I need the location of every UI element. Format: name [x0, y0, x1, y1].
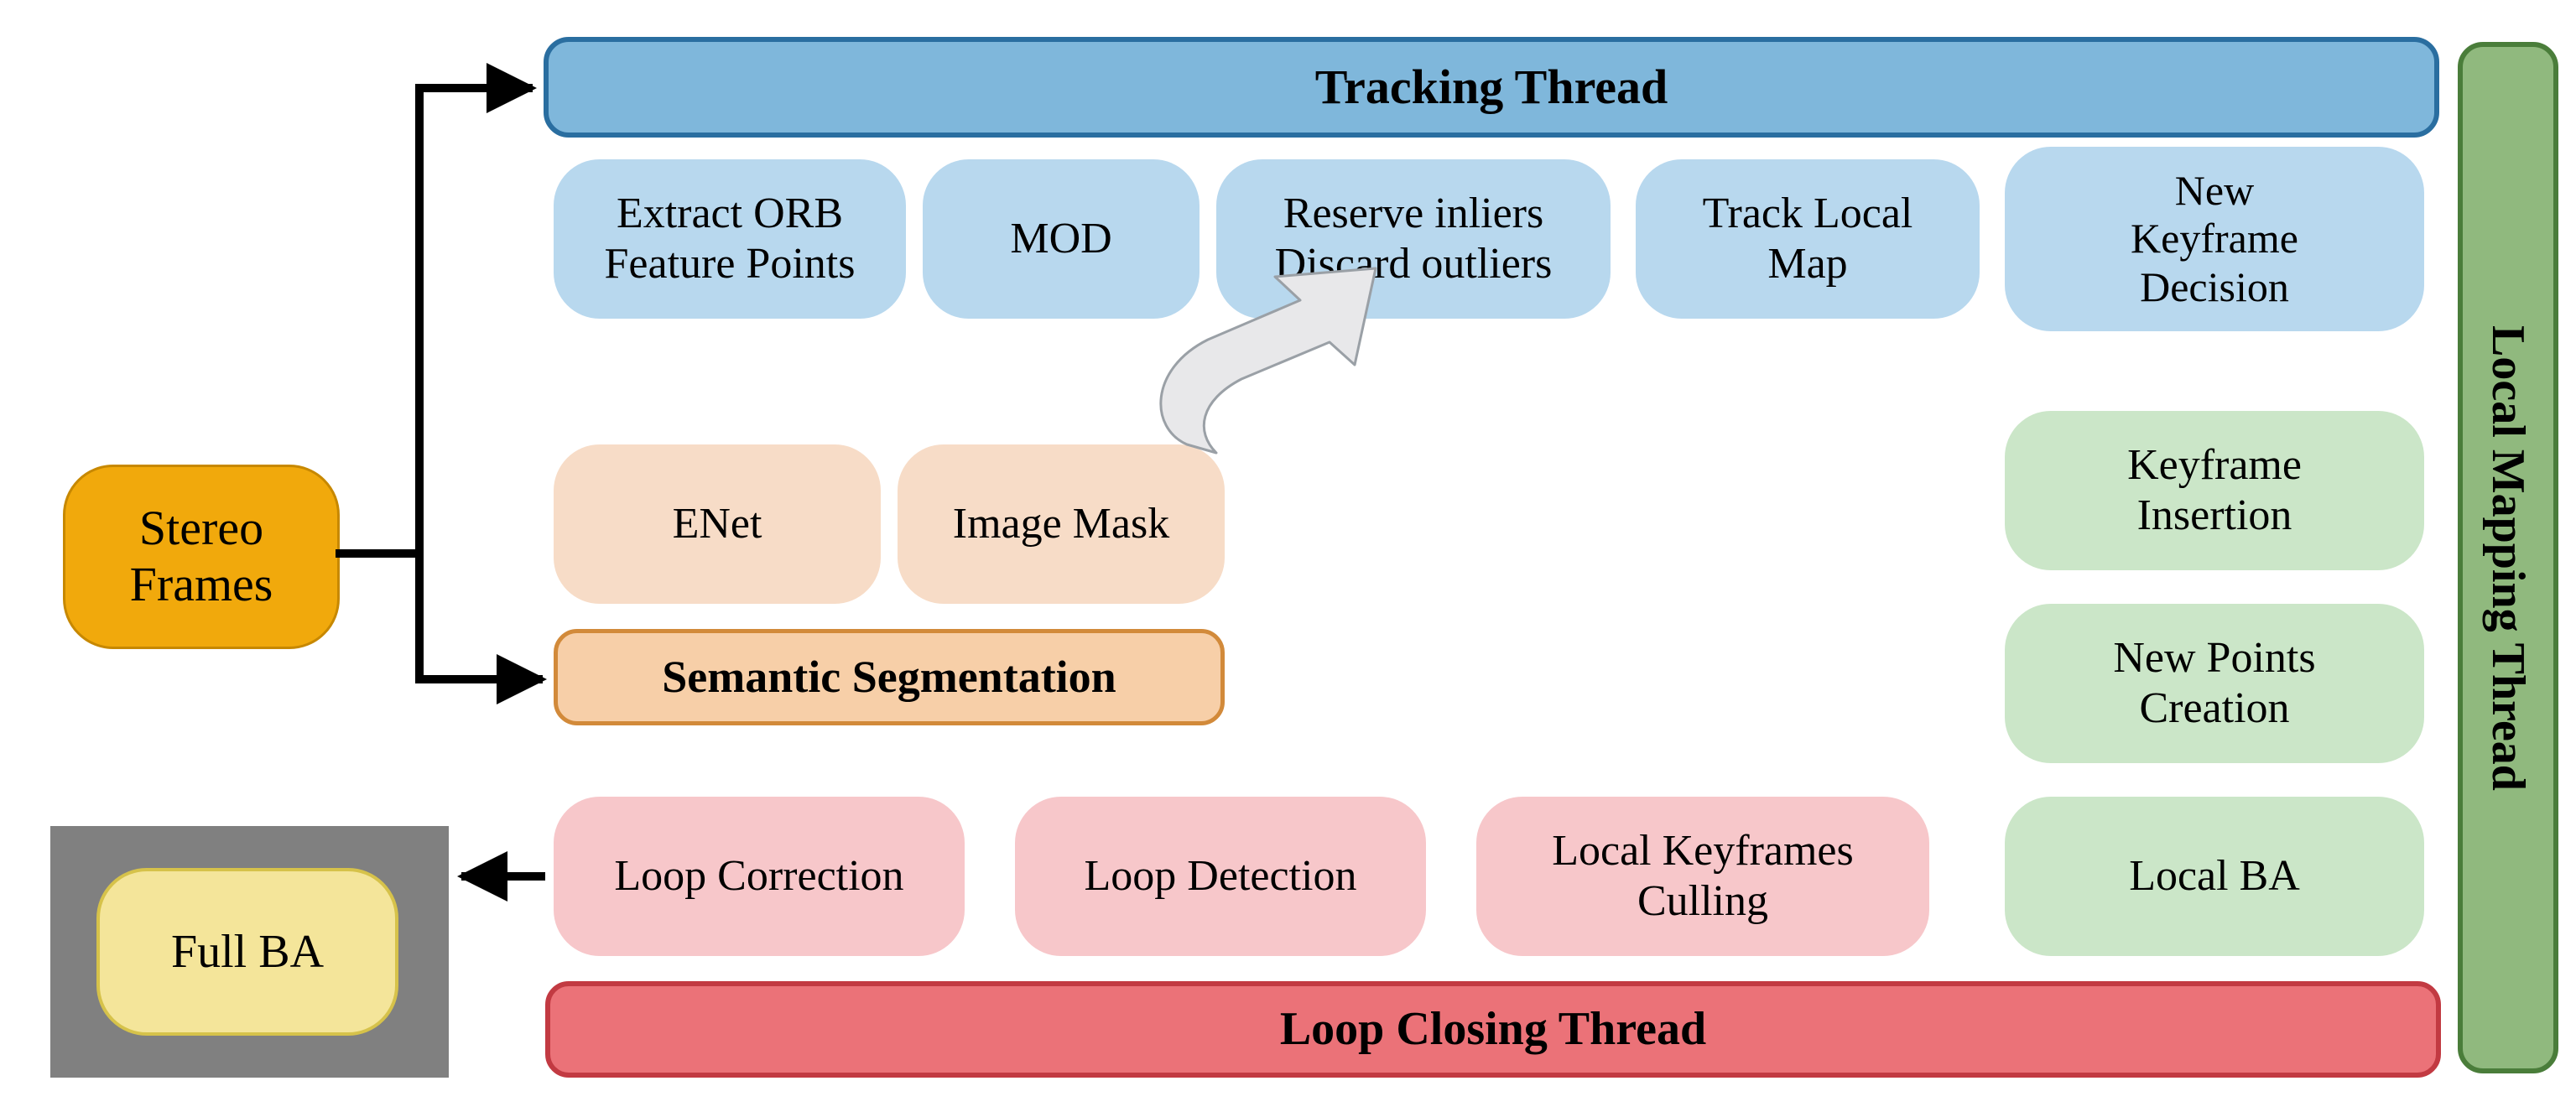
node-label: Image Mask: [953, 499, 1169, 549]
node-label: Stereo Frames: [130, 501, 273, 612]
node-loop-detection: Loop Detection: [1015, 797, 1426, 956]
node-semantic-seg: Semantic Segmentation: [554, 629, 1225, 725]
node-image-mask: Image Mask: [898, 444, 1225, 604]
node-enet: ENet: [554, 444, 881, 604]
node-label: Semantic Segmentation: [662, 651, 1116, 703]
node-mod: MOD: [923, 159, 1200, 319]
node-reserve: Reserve inliers Discard outliers: [1216, 159, 1611, 319]
node-loop-closing-thread: Loop Closing Thread: [545, 981, 2441, 1078]
node-stereo-frames: Stereo Frames: [63, 465, 340, 649]
node-label: Reserve inliers Discard outliers: [1275, 189, 1553, 289]
node-label: Local Mapping Thread: [2481, 325, 2535, 791]
node-label: ENet: [673, 499, 762, 549]
node-label: Keyframe Insertion: [2127, 440, 2302, 541]
node-label: Full BA: [171, 925, 324, 979]
node-label: Local BA: [2129, 851, 2300, 902]
node-keyframe-insertion: Keyframe Insertion: [2005, 411, 2424, 570]
node-local-ba: Local BA: [2005, 797, 2424, 956]
node-local-keyframes-culling: Local Keyframes Culling: [1476, 797, 1929, 956]
node-label: Loop Detection: [1085, 851, 1357, 902]
node-label: MOD: [1010, 214, 1111, 264]
node-label: Track Local Map: [1703, 189, 1913, 289]
node-local-mapping-thread: Local Mapping Thread: [2458, 42, 2558, 1073]
node-label: Loop Closing Thread: [1280, 1002, 1706, 1056]
node-label: Tracking Thread: [1315, 60, 1668, 116]
node-tracking-thread: Tracking Thread: [544, 37, 2439, 138]
node-label: New Points Creation: [2113, 633, 2315, 734]
node-new-keyframe: New Keyframe Decision: [2005, 147, 2424, 331]
node-label: Extract ORB Feature Points: [605, 189, 856, 289]
node-loop-correction: Loop Correction: [554, 797, 965, 956]
node-label: Loop Correction: [614, 851, 903, 902]
node-track-local-map: Track Local Map: [1636, 159, 1980, 319]
node-label: New Keyframe Decision: [2131, 167, 2298, 312]
node-extract-orb: Extract ORB Feature Points: [554, 159, 906, 319]
node-new-points-creation: New Points Creation: [2005, 604, 2424, 763]
node-full-ba: Full BA: [96, 868, 398, 1036]
node-label: Local Keyframes Culling: [1552, 826, 1853, 927]
